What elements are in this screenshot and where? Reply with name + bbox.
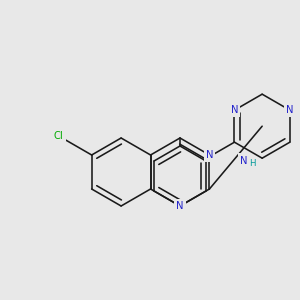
- Text: N: N: [286, 105, 294, 115]
- Text: N: N: [176, 201, 184, 211]
- Text: N: N: [240, 156, 247, 166]
- Text: N: N: [231, 105, 238, 115]
- Text: N: N: [206, 150, 213, 160]
- Text: Cl: Cl: [54, 131, 64, 141]
- Text: H: H: [250, 159, 256, 168]
